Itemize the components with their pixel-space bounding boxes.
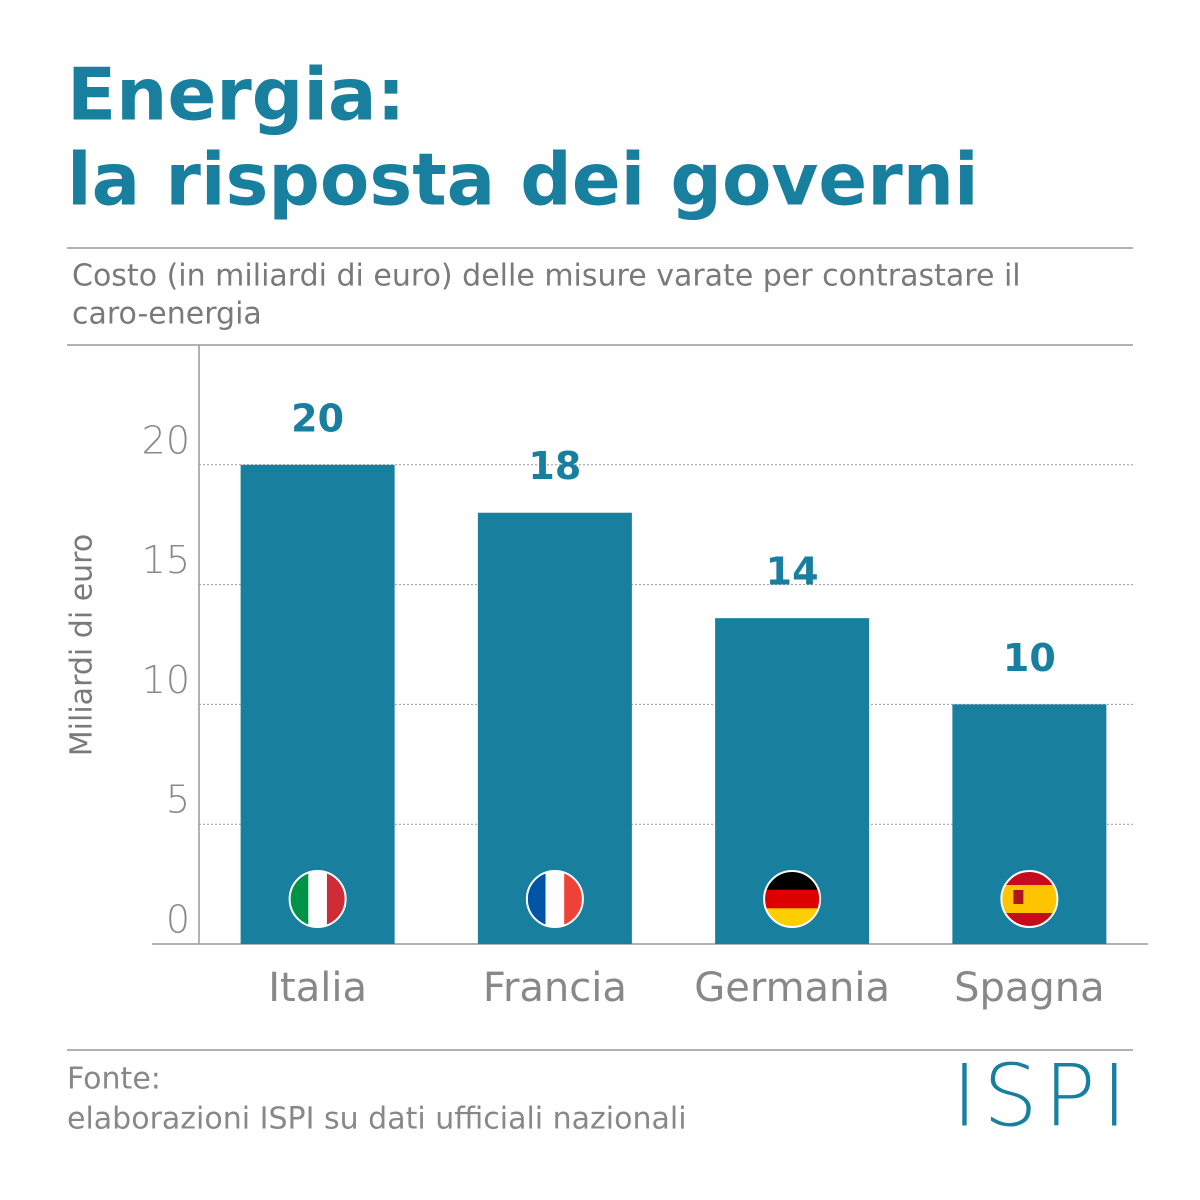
flag [525, 870, 584, 928]
x-tick-label: Italia [268, 965, 367, 1011]
bar [240, 464, 395, 944]
source: Fonte: [67, 1062, 161, 1097]
source: elaborazioni ISPI su dati ufficiali nazi… [67, 1102, 687, 1137]
flag-stripe [764, 889, 821, 909]
logo: ISPI [952, 1047, 1133, 1147]
x-tick-label: Francia [483, 965, 627, 1011]
flag-stripe [308, 871, 328, 927]
flag [763, 870, 822, 928]
x-tick-label: Spagna [954, 965, 1105, 1011]
y-tick-label: 15 [142, 538, 190, 582]
flag-stripe [545, 871, 565, 927]
value-label: 10 [1003, 636, 1056, 680]
flag-border [1000, 870, 1059, 928]
y-tick-label: 20 [142, 418, 190, 462]
flag-emblem [1013, 890, 1024, 904]
subtitle: Costo (in miliardi di euro) delle misure… [72, 259, 1021, 294]
flag-stripe [1001, 885, 1058, 913]
flag-parts [1001, 871, 1058, 927]
y-tick-label: 5 [166, 778, 190, 822]
flag-border [763, 870, 822, 928]
flag-border [525, 870, 584, 928]
chart-title: la risposta dei governi [67, 138, 979, 222]
value-label: 18 [528, 444, 581, 488]
subtitle: caro-energia [72, 297, 262, 332]
flag-border [288, 870, 347, 928]
value-label: 14 [766, 550, 819, 594]
chart-title: Energia: [67, 53, 405, 137]
y-tick-label: 10 [142, 658, 190, 702]
y-axis-title: Miliardi di euro [65, 534, 100, 756]
x-tick-label: Germania [694, 965, 890, 1011]
value-label: 20 [291, 396, 344, 440]
y-tick-label: 0 [166, 898, 190, 942]
flag [288, 870, 347, 928]
flag [1000, 870, 1059, 928]
